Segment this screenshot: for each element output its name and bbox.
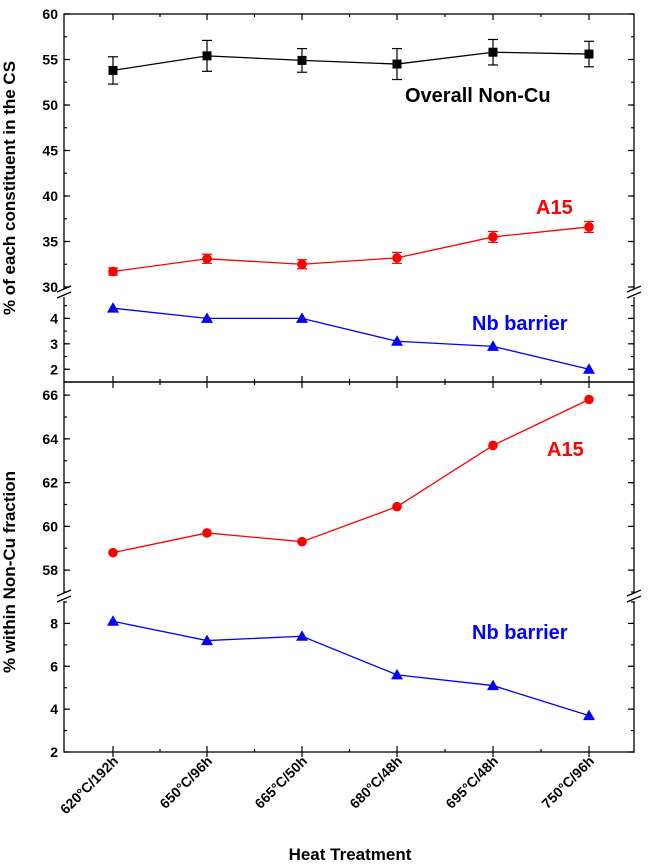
y-tick-label: 45 [42,143,58,159]
x-tick-label: 695°C/48h [442,753,501,812]
data-point-triangle [391,335,403,346]
data-point-circle [108,547,118,558]
axis-break-mark [626,589,642,597]
data-point-circle [584,394,594,405]
y-tick-label: 62 [42,475,58,491]
y-tick-label: 35 [42,234,58,250]
y-tick-label: 64 [42,431,58,447]
series-line-nb-barrier [112,620,590,717]
axis-break-gap [58,593,70,601]
x-tick-label: 665°C/50h [251,753,310,812]
axis-break-mark [56,291,72,299]
x-tick-label: 650°C/96h [156,753,215,812]
data-point-triangle [107,302,119,313]
data-point-triangle [583,363,595,374]
data-point-triangle [487,679,499,691]
overall-non-cu-annotation: Overall Non-Cu [405,85,551,107]
axis-labels: 30 35 40 45 50 55 60 2 3 4 58 60 62 64 66 2 4 6 8 620°C/192… [42,6,597,817]
y-tick-label: 4 [50,310,58,326]
axis-break-gap [58,289,70,297]
a15-annotation-bottom: A15 [547,439,584,461]
y-tick-label: 50 [42,97,58,113]
y-tick-label: 60 [42,518,58,534]
data-point-triangle [107,615,119,626]
axis-ticks [64,13,634,757]
data-point-triangle [583,709,595,721]
axis-break-mark [626,285,642,293]
data-point-triangle [391,668,403,680]
data-point-circle [584,222,594,232]
data-point-circle [108,266,118,277]
top-y-axis-title: % of each constituent in the CS [0,61,19,315]
data-point-triangle [296,312,308,323]
data-point-circle [297,259,307,270]
data-point-circle [392,501,402,512]
axis-break-mark [626,595,642,603]
y-tick-label: 2 [50,361,58,377]
y-tick-label: 40 [42,188,58,204]
x-tick-label: 620°C/192h [57,753,121,817]
data-point-square [202,51,212,61]
data-point-square [297,55,307,65]
bottom-y-axis-title: % within Non-Cu fraction [0,471,19,673]
series-line-nb-barrier [112,307,590,370]
data-point-triangle [201,312,213,323]
axis-break-mark [56,589,72,597]
series-layer [107,38,595,721]
y-tick-label: 2 [50,744,58,760]
y-tick-label: 8 [50,615,58,631]
data-point-circle [488,232,498,242]
data-point-circle [202,528,212,538]
series-line-overall-non-cu [112,51,590,72]
y-tick-label: 30 [42,279,58,295]
nb-barrier-annotation-top: Nb barrier [472,313,568,335]
y-tick-label: 6 [50,658,58,674]
axis-break-gap [628,289,640,297]
x-axis-title: Heat Treatment [289,845,412,864]
panel-frame-1 [63,381,635,753]
data-point-triangle [296,630,308,641]
y-tick-label: 55 [42,52,58,68]
axis-break-gap [628,593,640,601]
y-tick-label: 60 [42,6,58,22]
data-point-square [392,59,402,69]
series-line-a15 [112,226,590,273]
axis-break-mark [626,291,642,299]
data-point-triangle [487,340,499,351]
nb-barrier-annotation-bottom: Nb barrier [472,622,568,644]
data-point-square [108,65,118,75]
axis-break-mark [56,595,72,603]
x-tick-label: 680°C/48h [346,753,405,812]
y-tick-label: 3 [50,336,58,352]
x-tick-label: 750°C/96h [538,753,597,812]
a15-annotation-top: A15 [536,197,573,219]
data-point-circle [202,253,212,264]
series-line-a15 [112,398,590,554]
data-point-triangle [201,634,213,646]
data-point-circle [392,253,402,263]
data-point-square [584,49,594,59]
data-point-circle [297,536,307,547]
data-point-circle [488,440,498,451]
y-tick-label: 4 [50,701,58,717]
y-tick-label: 58 [42,562,58,578]
y-tick-label: 66 [42,387,58,403]
data-point-square [488,47,498,57]
